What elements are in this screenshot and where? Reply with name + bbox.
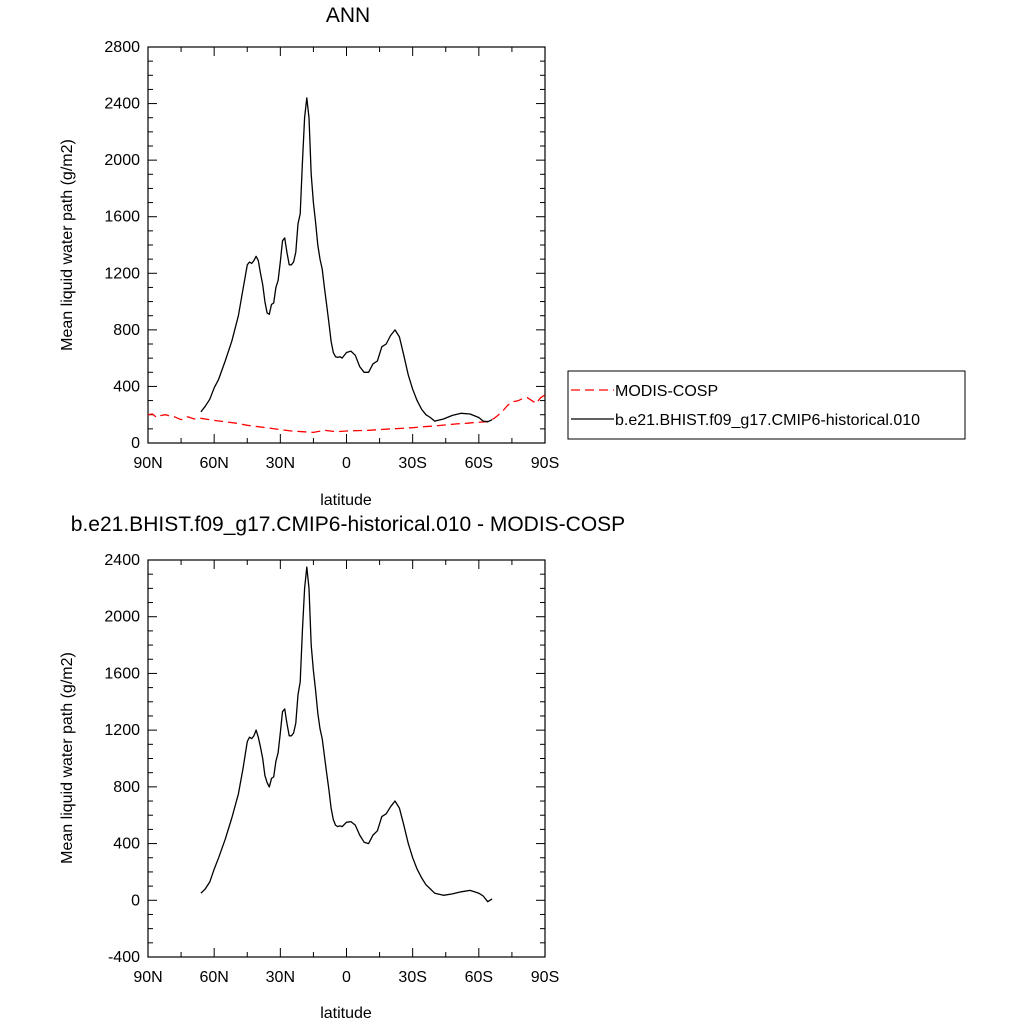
plot-frame-bottom [147, 559, 546, 958]
x-axis-label-top: latitude [320, 492, 372, 509]
chart-title-top: ANN [326, 4, 370, 27]
series-line-top-0 [147, 394, 546, 434]
series-line-top-1 [200, 97, 493, 423]
x-axis-label-bottom: latitude [320, 1005, 372, 1022]
y-tick-label: 400 [113, 836, 140, 853]
x-tick-label: 60N [199, 455, 228, 472]
x-tick-label: 30S [398, 455, 426, 472]
legend: MODIS-COSP b.e21.BHIST.f09_g17.CMIP6-his… [567, 370, 966, 440]
y-tick-label: 400 [113, 378, 140, 395]
x-tick-label: 90S [531, 969, 559, 986]
y-tick-label: 1600 [104, 665, 140, 682]
series-line-bottom-0 [200, 566, 493, 903]
legend-label-modis: MODIS-COSP [615, 383, 718, 400]
y-axis-label-top: Mean liquid water path (g/m2) [59, 139, 76, 351]
series-layer-bottom [200, 566, 493, 903]
y-tick-label: 800 [113, 322, 140, 339]
y-tick-label: 1200 [104, 265, 140, 282]
x-tick-label: 30N [266, 969, 295, 986]
x-tick-label: 60N [199, 969, 228, 986]
y-tick-label: -400 [108, 949, 140, 966]
y-tick-label: 2400 [104, 552, 140, 569]
series-layer-top [147, 97, 546, 434]
y-tick-label: 1200 [104, 722, 140, 739]
x-tick-label: 60S [465, 969, 493, 986]
y-tick-label: 0 [131, 892, 140, 909]
y-tick-label: 2000 [104, 152, 140, 169]
legend-box [567, 370, 966, 440]
y-axis-bottom: -400 0 400 800 1200 1600 2000 2400 [104, 552, 545, 966]
x-axis-top: 90N 60N 30N 0 30S 60S 90S [133, 47, 559, 472]
x-tick-label: 90N [133, 455, 162, 472]
y-axis-label-bottom: Mean liquid water path (g/m2) [59, 652, 76, 864]
x-tick-label: 0 [342, 969, 351, 986]
x-tick-label: 0 [342, 455, 351, 472]
x-tick-label: 30N [266, 455, 295, 472]
y-tick-label: 1600 [104, 209, 140, 226]
x-tick-label: 90S [531, 455, 559, 472]
y-tick-label: 2800 [104, 39, 140, 56]
x-tick-label: 90N [133, 969, 162, 986]
x-tick-label: 60S [465, 455, 493, 472]
y-tick-label: 0 [131, 435, 140, 452]
panel-top: ANN 90N 60N 30N 0 30S 60S 90S 0 400 800 1200 1600 2… [59, 4, 559, 509]
y-axis-top: 0 400 800 1200 1600 2000 2400 2800 [104, 39, 545, 452]
x-tick-label: 30S [398, 969, 426, 986]
x-axis-bottom: 90N 60N 30N 0 30S 60S 90S [133, 560, 559, 986]
panel-bottom: b.e21.BHIST.f09_g17.CMIP6-historical.010… [59, 513, 625, 1022]
y-tick-label: 2400 [104, 96, 140, 113]
y-tick-label: 800 [113, 779, 140, 796]
chart-title-bottom: b.e21.BHIST.f09_g17.CMIP6-historical.010… [71, 513, 625, 536]
legend-label-model: b.e21.BHIST.f09_g17.CMIP6-historical.010 [615, 412, 920, 429]
plot-frame-top [147, 46, 546, 444]
y-tick-label: 2000 [104, 609, 140, 626]
